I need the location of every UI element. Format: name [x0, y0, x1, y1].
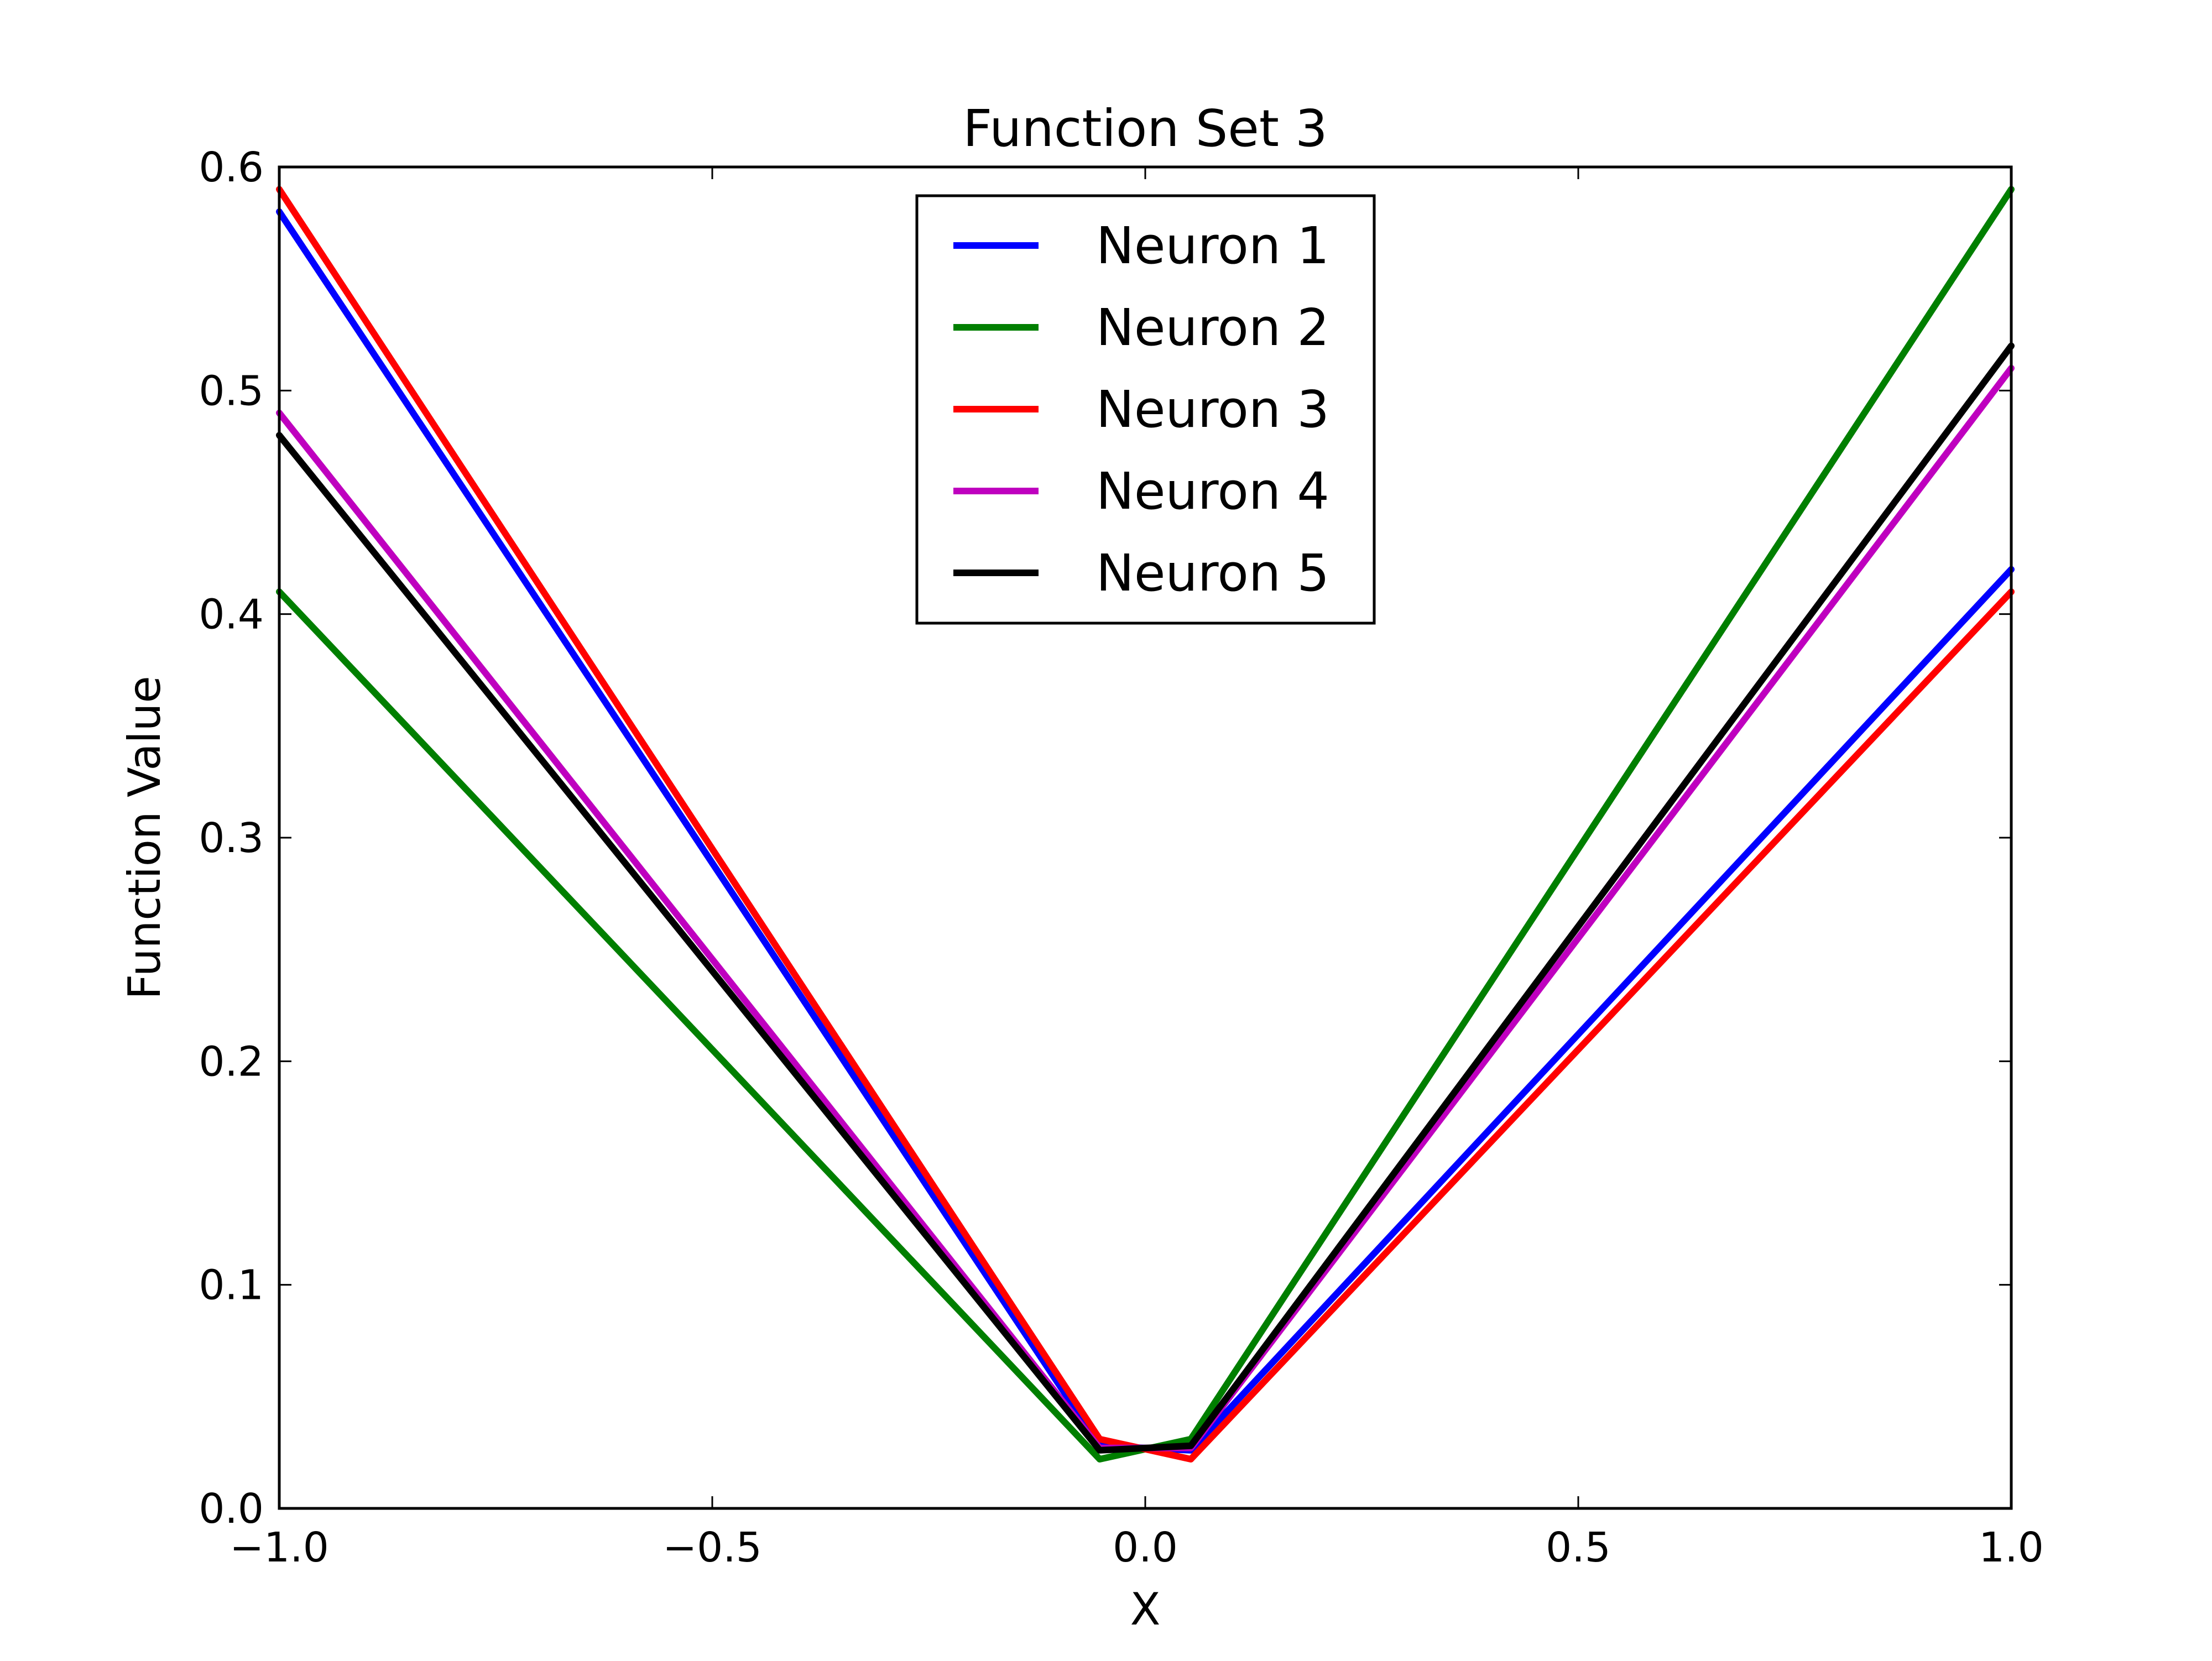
- y-axis-label: Function Value: [119, 676, 170, 999]
- y-tick-label: 0.3: [199, 814, 264, 862]
- x-tick-label: −1.0: [229, 1524, 329, 1571]
- y-tick-label: 0.2: [199, 1038, 264, 1085]
- legend-item-neuron-1: Neuron 1: [953, 216, 1329, 275]
- x-tick-label: 0.5: [1546, 1524, 1611, 1571]
- legend-label: Neuron 1: [1096, 216, 1329, 275]
- x-axis: −1.0 −0.5 0.0 0.5 1.0: [229, 167, 2044, 1571]
- chart-title: Function Set 3: [963, 99, 1327, 158]
- legend-items: Neuron 1 Neuron 2 Neuron 3 Neuron 4 Neuron 5: [953, 216, 1329, 603]
- y-tick-label: 0.4: [199, 591, 264, 639]
- legend-item-neuron-3: Neuron 3: [953, 380, 1329, 439]
- legend-label: Neuron 2: [1096, 298, 1329, 357]
- legend-item-neuron-2: Neuron 2: [953, 298, 1329, 357]
- y-tick-label: 0.0: [199, 1485, 264, 1533]
- legend-item-neuron-5: Neuron 5: [953, 544, 1329, 603]
- legend: Neuron 1 Neuron 2 Neuron 3 Neuron 4 Neuron 5: [915, 194, 1376, 625]
- legend-label: Neuron 5: [1096, 544, 1329, 603]
- y-tick-label: 0.5: [199, 367, 264, 415]
- x-axis-label: X: [1130, 1584, 1161, 1635]
- legend-label: Neuron 3: [1096, 380, 1329, 439]
- x-tick-label: 1.0: [1979, 1524, 2044, 1571]
- y-tick-label: 0.6: [199, 144, 264, 191]
- legend-label: Neuron 4: [1096, 462, 1329, 521]
- y-axis: 0.0 0.1 0.2 0.3 0.4 0.5 0.6: [199, 144, 2011, 1533]
- y-tick-label: 0.1: [199, 1262, 264, 1309]
- x-tick-label: 0.0: [1113, 1524, 1178, 1571]
- legend-item-neuron-4: Neuron 4: [953, 462, 1329, 521]
- series-line-neuron-5: [276, 342, 2015, 1454]
- x-tick-label: −0.5: [662, 1524, 762, 1571]
- series-layer: [276, 186, 2015, 1462]
